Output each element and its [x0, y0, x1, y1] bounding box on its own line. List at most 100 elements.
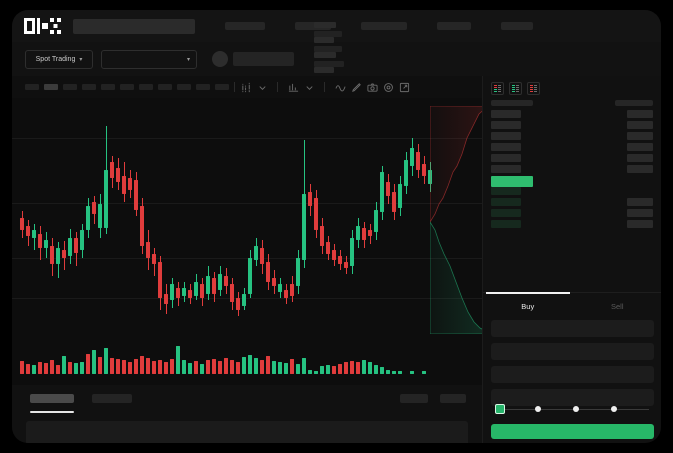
volume-bar: [92, 350, 96, 374]
tab-buy[interactable]: Buy: [521, 302, 535, 311]
stat-label: [314, 21, 336, 28]
slider-handle[interactable]: [495, 404, 505, 414]
depth-mode-line: [530, 87, 533, 88]
timeframe-2[interactable]: [63, 84, 77, 90]
orderbook-row[interactable]: [483, 121, 661, 129]
search-input[interactable]: [73, 18, 195, 34]
volume-bar: [170, 359, 174, 374]
timeframe-0[interactable]: [25, 84, 39, 90]
orderbook-size-cell: [627, 110, 653, 118]
chevron-down-icon[interactable]: [256, 81, 268, 93]
orderbook-best-price: [491, 176, 533, 187]
orderbook-mode-asks[interactable]: [527, 82, 540, 95]
depth-mode-line: [494, 89, 497, 90]
timeframe-1[interactable]: [44, 84, 58, 90]
orderbook-row[interactable]: [483, 110, 661, 118]
okx-logo[interactable]: [24, 18, 61, 34]
trading-pair-selector[interactable]: ▾: [101, 49, 197, 69]
candle-body: [128, 178, 132, 190]
bottom-tab-action-1[interactable]: [440, 394, 466, 403]
orderbook-row[interactable]: [483, 143, 661, 151]
chevron-down-icon[interactable]: [303, 81, 315, 93]
bottom-tab-0[interactable]: [30, 394, 74, 403]
candle: [260, 98, 264, 313]
price-chart[interactable]: [12, 98, 482, 338]
orderbook-row[interactable]: [483, 132, 661, 140]
slider-marker-50[interactable]: [573, 406, 579, 412]
candle-body: [104, 170, 108, 228]
candle-body: [242, 294, 246, 306]
stat-label: [314, 36, 334, 43]
volume-bar: [284, 363, 288, 374]
candle: [344, 98, 348, 313]
orderbook-row[interactable]: [483, 220, 661, 228]
candle-body: [26, 226, 30, 236]
amount-percent-slider[interactable]: [483, 401, 661, 417]
slider-marker-25[interactable]: [535, 406, 541, 412]
nav-item-4[interactable]: [501, 22, 533, 30]
candle-body: [98, 204, 102, 228]
depth-mode-line: [498, 87, 501, 88]
orderbook-mode-both[interactable]: [491, 82, 504, 95]
timeframe-4[interactable]: [101, 84, 115, 90]
candle: [278, 98, 282, 313]
volume-bar: [152, 361, 156, 374]
camera-icon[interactable]: [366, 81, 378, 93]
timeframe-9[interactable]: [196, 84, 210, 90]
volume-bar: [20, 361, 24, 374]
nav-item-0[interactable]: [225, 22, 265, 30]
orderbook-row[interactable]: [483, 154, 661, 162]
volume-bar: [50, 360, 54, 374]
candle-body: [350, 238, 354, 266]
orderbook-row[interactable]: [483, 187, 661, 195]
orderbook-header-right: [615, 100, 653, 106]
volume-bar: [188, 363, 192, 374]
timeframe-10[interactable]: [215, 84, 229, 90]
indicator-icon[interactable]: [287, 81, 299, 93]
nav-item-1[interactable]: [295, 22, 331, 30]
volume-bar: [218, 361, 222, 374]
volume-bar: [212, 359, 216, 374]
order-field-1[interactable]: [491, 343, 654, 360]
draw-pencil-icon[interactable]: [350, 81, 362, 93]
candle-chart-icon[interactable]: [240, 81, 252, 93]
orderbook-size-cell: [627, 154, 653, 162]
volume-bar: [320, 366, 324, 374]
timeframe-7[interactable]: [158, 84, 172, 90]
avatar[interactable]: [212, 51, 228, 67]
timeframe-5[interactable]: [120, 84, 134, 90]
candle: [134, 98, 138, 313]
candle-body: [68, 238, 72, 256]
nav-items-group: [225, 22, 533, 30]
orderbook-row[interactable]: [483, 198, 661, 206]
orderbook-row[interactable]: [483, 176, 661, 187]
volume-bar: [26, 364, 30, 374]
submit-buy-button[interactable]: [491, 424, 654, 439]
candle-body: [194, 282, 198, 296]
candle: [242, 98, 246, 313]
orderbook-mode-bids[interactable]: [509, 82, 522, 95]
timeframe-3[interactable]: [82, 84, 96, 90]
fullscreen-icon[interactable]: [398, 81, 410, 93]
tab-sell[interactable]: Sell: [610, 302, 624, 311]
orderbook-row[interactable]: [483, 165, 661, 173]
orderbook-row[interactable]: [483, 209, 661, 217]
timeframe-6[interactable]: [139, 84, 153, 90]
volume-bar: [38, 362, 42, 374]
bottom-tab-action-0[interactable]: [400, 394, 428, 403]
trading-mode-selector[interactable]: Spot Trading ▾: [25, 49, 93, 69]
timeframe-8[interactable]: [177, 84, 191, 90]
depth-mode-line: [498, 85, 501, 86]
order-field-2[interactable]: [491, 366, 654, 383]
order-field-3[interactable]: [491, 389, 654, 406]
order-field-0[interactable]: [491, 320, 654, 337]
volume-bar: [164, 362, 168, 374]
orderbook-header-left: [491, 100, 533, 106]
depth-mode-line: [534, 89, 537, 90]
nav-item-2[interactable]: [361, 22, 407, 30]
nav-item-3[interactable]: [437, 22, 471, 30]
bottom-tab-1[interactable]: [92, 394, 132, 403]
line-wave-icon[interactable]: [334, 81, 346, 93]
settings-gear-icon[interactable]: [382, 81, 394, 93]
slider-marker-75[interactable]: [611, 406, 617, 412]
